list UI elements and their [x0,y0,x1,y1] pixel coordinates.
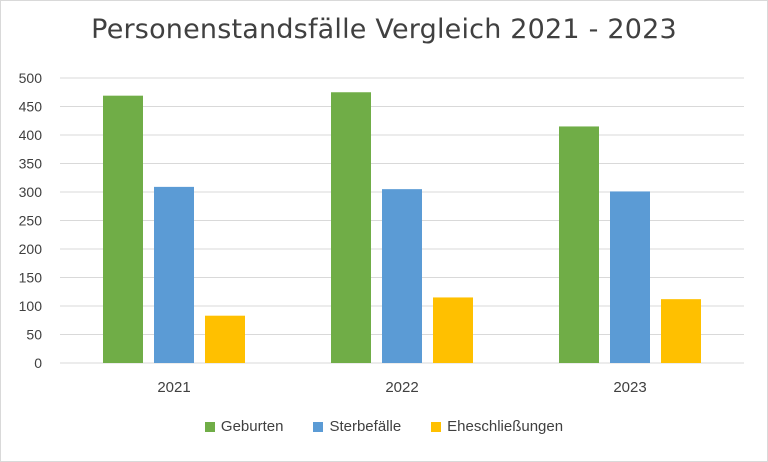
legend-item-geburten: Geburten [204,418,284,435]
y-tick-label: 200 [19,241,43,257]
legend-label-sterbefaelle: Sterbefälle [329,418,402,435]
legend-item-eheschliessungen: Eheschließungen [431,418,563,435]
bar-eheschlieungen-2022 [433,297,473,363]
bar-eheschlieungen-2021 [205,315,245,363]
y-tick-label: 250 [19,213,43,229]
y-tick-label: 350 [19,156,43,172]
x-tick-label: 2022 [385,379,418,396]
bar-geburten-2022 [331,92,371,363]
y-tick-label: 450 [19,99,43,115]
legend-label-geburten: Geburten [220,418,284,435]
legend-item-sterbefaelle: Sterbefälle [313,418,401,435]
x-tick-label: 2021 [157,379,190,396]
legend-swatch-sterbefaelle [313,421,324,432]
y-tick-label: 50 [26,327,42,343]
bar-geburten-2021 [103,95,143,364]
y-tick-label: 150 [19,270,43,286]
legend-swatch-eheschliessungen [431,421,442,432]
y-tick-label: 100 [19,298,43,314]
legend-swatch-geburten [204,421,215,432]
y-tick-label: 400 [19,127,43,143]
legend-label-eheschliessungen: Eheschließungen [447,418,564,435]
bar-geburten-2023 [559,126,599,363]
x-tick-label: 2023 [613,379,646,396]
bar-sterbeflle-2021 [154,186,194,363]
legend: Geburten Sterbefälle Eheschließungen [0,418,768,435]
bar-sterbeflle-2023 [610,191,650,363]
y-tick-label: 300 [19,184,43,200]
y-tick-label: 0 [34,355,42,371]
bar-sterbeflle-2022 [382,189,422,363]
chart-title: Personenstandsfälle Vergleich 2021 - 202… [91,14,677,45]
bar-eheschlieungen-2023 [661,299,701,363]
y-tick-label: 500 [19,70,43,86]
